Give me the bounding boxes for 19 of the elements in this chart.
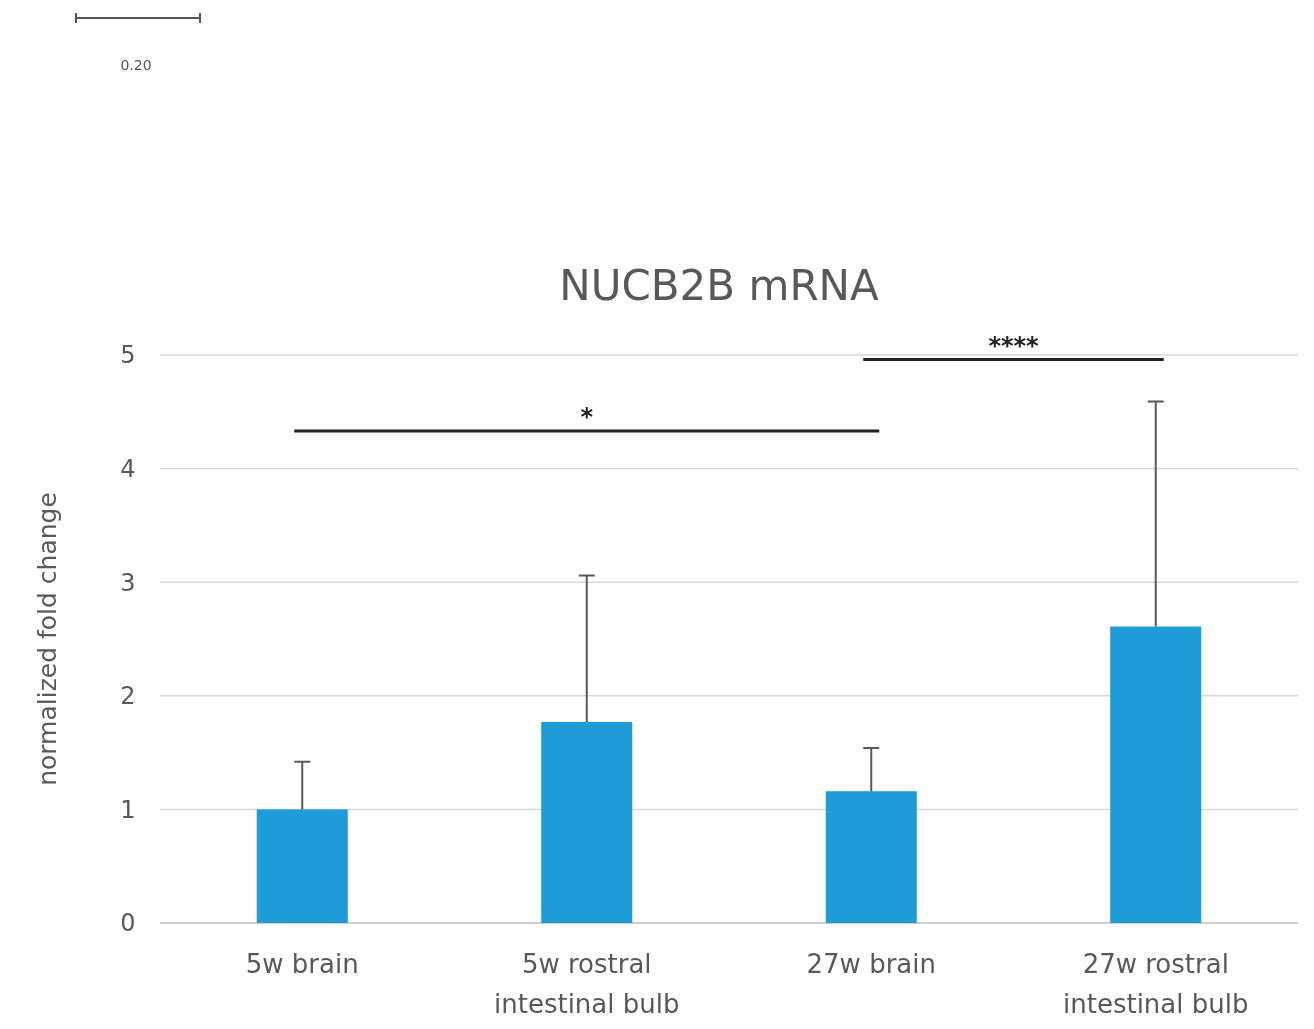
annotation: *: [580, 403, 594, 432]
chart-title: NUCB2B mRNA: [559, 261, 879, 310]
x-tick-label: 27w brain: [806, 949, 936, 979]
x-tick-label: 27w rostral intestinal bulb: [1063, 949, 1249, 1019]
x-tick-label: 5w brain: [245, 949, 359, 979]
y-tick-label: 3: [120, 568, 136, 597]
x-tick-label: 5w rostral intestinal bulb: [494, 949, 680, 1019]
bar: [541, 721, 633, 923]
y-axis-title: normalized fold change: [33, 492, 62, 786]
bar: [256, 809, 348, 923]
y-tick-label: 2: [120, 682, 136, 711]
bar: [825, 791, 917, 923]
annotation: ****: [988, 331, 1040, 360]
y-tick-label: 1: [120, 795, 136, 824]
y-tick-label: 5: [120, 341, 136, 370]
bar: [1110, 626, 1202, 923]
text: 0.20: [120, 57, 152, 73]
y-tick-label: 0: [120, 909, 136, 938]
y-tick-label: 4: [120, 455, 136, 483]
